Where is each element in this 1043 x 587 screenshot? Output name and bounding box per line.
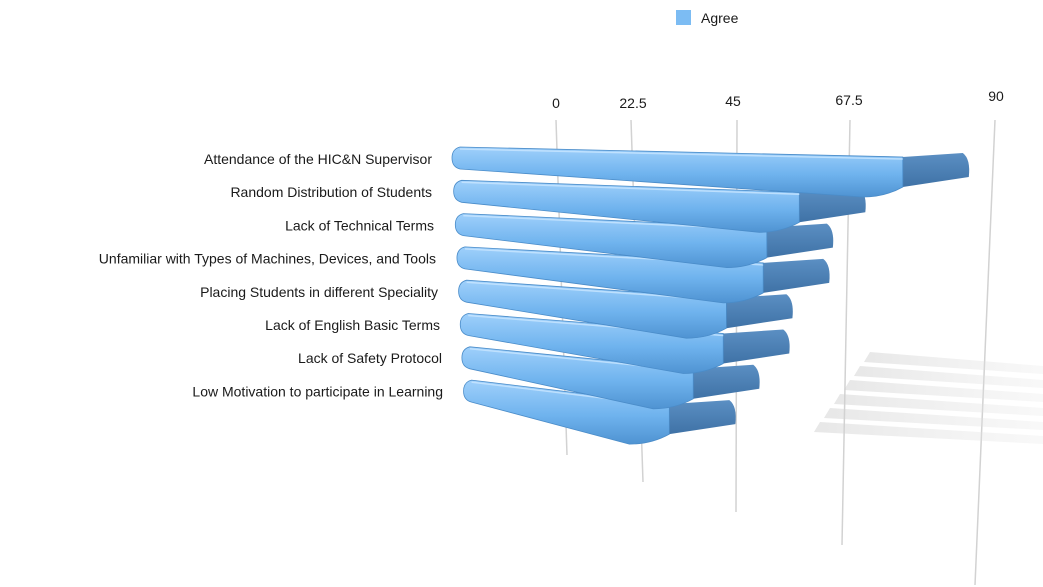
category-label: Low Motivation to participate in Learnin… (192, 383, 443, 399)
bar-end-face (723, 329, 790, 364)
bar-shadow (814, 422, 1043, 444)
category-label: Lack of Technical Terms (285, 217, 434, 233)
category-label: Lack of Safety Protocol (298, 350, 442, 366)
bar-end-face (799, 188, 866, 223)
bar (454, 213, 834, 269)
gridline (974, 119, 996, 586)
bar-end-face (902, 153, 970, 187)
bar-end-face (669, 400, 736, 435)
bar-end-face (726, 294, 793, 329)
category-label: Attendance of the HIC&N Supervisor (204, 151, 432, 167)
bar-shadow (834, 394, 1043, 416)
bars (451, 146, 970, 445)
category-label: Placing Students in different Speciality (200, 284, 438, 300)
bar-end-face (693, 364, 760, 399)
bar-highlight (459, 148, 903, 160)
bar-shadow (844, 380, 1043, 402)
bar-shadow (854, 366, 1043, 388)
bar-body (461, 346, 694, 410)
category-label: Random Distribution of Students (230, 184, 432, 200)
legend-swatch (676, 10, 691, 25)
x-tick-label: 67.5 (835, 92, 862, 108)
bar-end-face (766, 223, 834, 258)
x-tick-label: 45 (725, 93, 741, 109)
bar-shadow (824, 408, 1043, 430)
bar-end-face (763, 258, 830, 293)
bar-highlight (461, 181, 800, 196)
bar-body (451, 146, 904, 198)
bar-shadow (864, 352, 1043, 374)
category-label: Unfamiliar with Types of Machines, Devic… (99, 251, 436, 267)
x-tick-labels: 0 22.5 45 67.5 90 (552, 88, 1004, 111)
x-tick-label: 0 (552, 95, 560, 111)
category-label: Lack of English Basic Terms (265, 317, 440, 333)
x-tick-label: 90 (988, 88, 1004, 104)
bar (451, 146, 970, 198)
legend: Agree (676, 10, 739, 26)
floor-shadows (814, 352, 1043, 444)
category-labels: Attendance of the HIC&N Supervisor Random… (99, 151, 443, 399)
bar (453, 179, 866, 233)
x-tick-label: 22.5 (619, 95, 646, 111)
legend-label: Agree (701, 10, 739, 26)
bar (463, 379, 736, 445)
bar-body (453, 179, 800, 233)
bar-body (463, 379, 670, 445)
bar-body (454, 213, 768, 269)
